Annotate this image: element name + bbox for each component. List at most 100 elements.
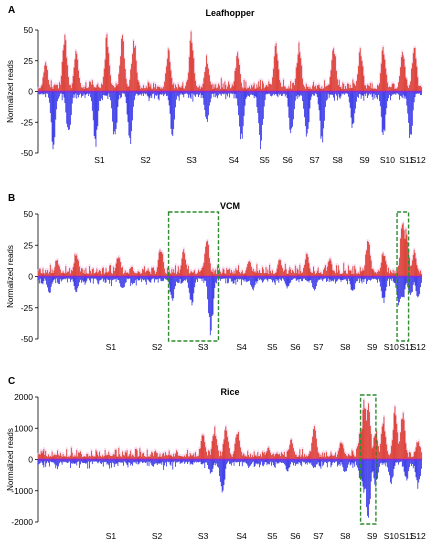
positive-bar [59,82,60,92]
negative-bar [358,276,360,284]
negative-bar [259,459,261,468]
positive-bar [412,53,414,92]
negative-bar [275,459,277,462]
positive-bar [277,60,279,92]
positive-bar [327,262,329,277]
negative-bar [321,459,323,462]
negative-bar [254,459,256,466]
negative-bar [293,276,294,279]
negative-bar [69,276,70,279]
positive-bar [287,273,289,277]
negative-bar [82,91,84,96]
negative-bar [78,91,79,98]
positive-bar [153,83,154,92]
negative-bar [386,91,388,109]
negative-bar [343,91,345,94]
negative-bar [411,459,412,467]
negative-bar [63,91,65,98]
positive-bar [336,454,338,460]
negative-bar [173,459,175,463]
negative-bar [397,91,399,94]
negative-bar [117,276,119,280]
positive-bar [80,268,82,277]
segment-label: S6 [290,342,301,352]
positive-bar [274,46,276,92]
segment-label: S2 [140,155,151,165]
negative-bar [95,459,97,462]
negative-bar [287,459,289,472]
negative-bar [92,91,94,121]
positive-bar [347,456,348,460]
negative-bar [161,276,163,282]
positive-bar [142,453,143,460]
negative-bar [251,91,253,96]
positive-bar [370,434,372,460]
negative-bar [281,459,282,464]
positive-bar [176,451,178,460]
positive-bar [296,456,298,460]
positive-bar [54,267,56,277]
positive-bar [411,63,413,92]
positive-bar [48,79,49,92]
negative-bar [282,91,283,96]
y-axis-label: Normalized reads [6,428,15,491]
positive-bar [231,84,233,92]
positive-bar [346,88,347,92]
negative-bar [350,91,352,118]
positive-bar [259,86,261,92]
negative-bar [251,276,252,287]
negative-bar [259,91,261,135]
negative-bar [282,276,283,279]
positive-bar [304,86,305,92]
negative-bar [234,276,236,280]
positive-bar [384,431,386,460]
negative-bar [128,276,130,279]
negative-bar [98,91,100,111]
positive-bar [197,87,198,92]
negative-bar [208,459,210,470]
positive-bar [71,452,73,460]
positive-bar [54,84,56,92]
positive-bar [166,455,167,460]
positive-bar [91,80,93,92]
negative-bar [177,276,179,284]
positive-bar [45,450,47,460]
positive-bar [40,272,42,277]
negative-bar [91,276,93,279]
negative-bar [153,276,154,279]
negative-bar [358,91,360,94]
negative-bar [365,459,367,489]
negative-bar [46,459,47,464]
negative-bar [310,459,312,463]
negative-bar [361,459,363,482]
negative-bar [106,459,108,465]
positive-bar [176,273,177,277]
negative-bar [279,91,281,96]
negative-bar [153,459,154,467]
negative-bar [388,459,389,472]
positive-bar [256,456,258,460]
negative-bar [380,91,382,117]
negative-bar [418,459,420,483]
negative-bar [363,91,365,101]
negative-bar [420,459,421,476]
negative-bar [39,91,41,95]
positive-bar [310,271,312,277]
negative-bar [222,91,224,94]
positive-bar [172,456,174,460]
negative-bar [192,91,194,102]
negative-bar [171,91,173,135]
positive-bar [223,89,225,92]
negative-bar [174,459,175,462]
positive-bar [67,65,69,92]
negative-bar [326,459,327,464]
negative-bar [338,276,340,279]
negative-bar [122,91,123,94]
positive-bar [70,273,71,277]
negative-bar [329,459,331,462]
negative-bar [111,276,112,287]
negative-bar [281,276,282,281]
positive-bar [166,455,168,460]
negative-bar [114,276,116,279]
negative-bar [128,91,130,136]
